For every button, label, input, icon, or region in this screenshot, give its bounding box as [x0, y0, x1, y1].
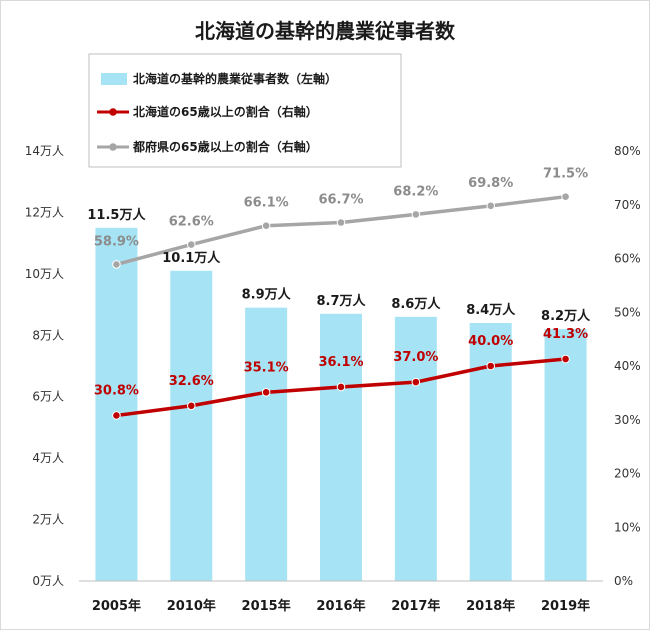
- left-tick-label: 12万人: [25, 205, 64, 219]
- data-labels: 11.5万人 10.1万人 8.9万人 8.7万人 8.6万人 8.4万人 8.2万人 30.…: [87, 167, 591, 399]
- hokkaido-ratio-label: 37.0%: [393, 350, 438, 365]
- prefectures-ratio-label: 58.9%: [94, 234, 139, 249]
- line-point: [112, 411, 121, 420]
- hokkaido-ratio-label: 36.1%: [318, 355, 363, 370]
- bar-value-label: 8.6万人: [391, 296, 441, 312]
- category-label: 2018年: [466, 598, 515, 614]
- bar-value-label: 8.2万人: [541, 308, 591, 324]
- hokkaido-ratio-label: 40.0%: [468, 334, 513, 349]
- bar: [544, 329, 587, 581]
- legend-box: [88, 53, 402, 168]
- chart-title: 北海道の基幹的農業従事者数: [195, 19, 456, 43]
- left-tick-label: 6万人: [32, 390, 64, 404]
- bar: [95, 227, 138, 582]
- category-label: 2015年: [242, 598, 291, 614]
- hokkaido-ratio-label: 32.6%: [169, 374, 214, 389]
- hokkaido-ratio-label: 41.3%: [543, 327, 588, 342]
- legend-line-marker: [109, 108, 117, 116]
- bar-series: [95, 227, 587, 582]
- line-point: [261, 388, 271, 397]
- legend-line-marker: [109, 143, 117, 151]
- right-tick-label: 40%: [614, 359, 641, 373]
- bar-value-label: 10.1万人: [162, 250, 221, 266]
- bar-value-label: 11.5万人: [87, 207, 146, 223]
- right-tick-label: 50%: [614, 305, 641, 319]
- right-tick-label: 80%: [614, 144, 641, 158]
- right-tick-label: 60%: [614, 252, 641, 266]
- line-series: [112, 192, 570, 420]
- bar: [394, 316, 437, 581]
- line-point: [186, 401, 196, 411]
- left-tick-label: 14万人: [25, 144, 64, 158]
- line-point: [486, 361, 496, 371]
- left-tick-label: 2万人: [32, 513, 64, 527]
- left-tick-label: 8万人: [32, 328, 64, 342]
- bar-value-label: 8.9万人: [242, 287, 292, 303]
- right-tick-label: 0%: [614, 574, 633, 588]
- category-label: 2005年: [92, 598, 141, 614]
- right-tick-label: 70%: [614, 198, 641, 212]
- legend-entry-label: 都府県の65歳以上の割合（右軸）: [132, 139, 318, 154]
- line-point: [561, 192, 570, 201]
- line-point: [186, 240, 196, 249]
- category-label: 2010年: [167, 598, 216, 614]
- line-point: [411, 210, 421, 219]
- legend-entry-label: 北海道の基幹的農業従事者数（左軸）: [133, 71, 337, 86]
- legend-entry-label: 北海道の65歳以上の割合（右軸）: [133, 104, 318, 119]
- bar: [245, 307, 288, 581]
- hokkaido-ratio-label: 35.1%: [244, 360, 289, 375]
- line-point: [336, 218, 346, 227]
- prefectures-ratio-label: 66.1%: [244, 196, 289, 211]
- left-tick-label: 0万人: [32, 574, 64, 588]
- line-point: [112, 260, 121, 269]
- prefectures-ratio-label: 62.6%: [169, 215, 214, 230]
- hokkaido-ratio-label: 30.8%: [94, 383, 139, 398]
- bar-value-label: 8.7万人: [316, 293, 366, 309]
- line-point: [486, 201, 496, 211]
- right-tick-label: 20%: [614, 467, 641, 481]
- category-label: 2016年: [316, 598, 365, 614]
- legend-bar-swatch: [101, 73, 127, 85]
- category-label: 2017年: [391, 598, 440, 614]
- right-tick-label: 10%: [614, 520, 641, 534]
- left-tick-label: 10万人: [25, 267, 64, 281]
- left-tick-label: 4万人: [32, 451, 64, 465]
- prefectures-ratio-label: 68.2%: [393, 184, 438, 199]
- line-point: [561, 354, 570, 364]
- legend: 北海道の基幹的農業従事者数（左軸） 北海道の65歳以上の割合（右軸） 都府県の65歳…: [88, 53, 402, 168]
- right-tick-label: 30%: [614, 413, 641, 427]
- category-label: 2019年: [541, 598, 590, 614]
- bar-value-label: 8.4万人: [466, 302, 516, 318]
- left-axis: 0万人 2万人 4万人 6万人 8万人 10万人 12万人 14万人: [25, 144, 64, 588]
- category-labels: 2005年 2010年 2015年 2016年 2017年 2018年 2019年: [92, 598, 590, 614]
- prefectures-ratio-label: 66.7%: [318, 192, 363, 207]
- line-point: [411, 377, 421, 387]
- bar: [170, 270, 213, 581]
- line-point: [261, 221, 271, 231]
- prefectures-ratio-label: 71.5%: [543, 167, 588, 182]
- line-point: [336, 382, 346, 392]
- right-axis: 0% 10% 20% 30% 40% 50% 60% 70% 80%: [614, 144, 641, 588]
- prefectures-ratio-label: 69.8%: [468, 176, 513, 191]
- bar: [320, 313, 362, 581]
